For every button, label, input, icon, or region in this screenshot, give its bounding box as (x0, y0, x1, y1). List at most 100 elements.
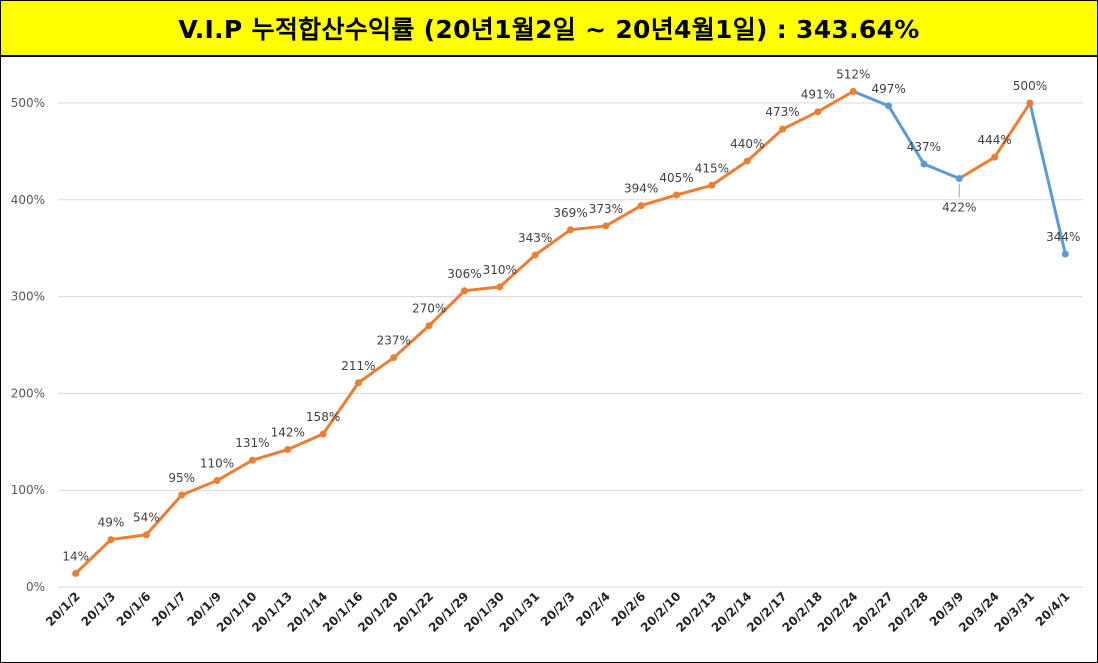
data-label: 95% (168, 471, 195, 485)
data-label: 344% (1046, 230, 1080, 244)
y-tick-label: 300% (11, 290, 45, 304)
title-banner: V.I.P 누적합산수익률 (20년1월2일 ~ 20년4월1일) : 343.… (1, 1, 1097, 57)
data-point (743, 157, 751, 165)
data-point (319, 430, 327, 438)
data-label: 437% (907, 140, 941, 154)
data-label: 131% (235, 436, 269, 450)
data-label: 343% (518, 231, 552, 245)
line-segment (321, 381, 360, 436)
data-point (779, 125, 787, 133)
line-segment (639, 193, 679, 208)
data-point (567, 226, 574, 234)
data-label: 473% (765, 105, 799, 119)
line-segment (356, 356, 396, 385)
line-segment (887, 104, 926, 166)
line-segment (781, 110, 820, 131)
data-label: 237% (377, 334, 411, 348)
data-point (531, 251, 539, 259)
data-label: 110% (200, 457, 234, 471)
line-segment (462, 285, 502, 293)
x-tick-label: 20/2/4 (573, 589, 613, 629)
y-axis-ticks: 0% 100% 200% 300% 400% 500% (11, 96, 45, 594)
line-segment (675, 183, 714, 197)
data-point (885, 102, 893, 110)
data-point (284, 446, 292, 454)
data-point (920, 160, 928, 168)
data-point (425, 322, 433, 330)
data-point (708, 181, 716, 189)
data-label: 142% (271, 426, 305, 440)
data-label: 405% (659, 171, 693, 185)
data-points (72, 87, 1069, 577)
y-tick-label: 500% (11, 96, 45, 110)
data-point (496, 283, 504, 291)
data-point (637, 202, 645, 210)
line-segment (710, 159, 749, 187)
line-segment (392, 324, 431, 360)
data-label: 415% (695, 161, 729, 175)
data-point (142, 531, 150, 539)
line-segment (427, 289, 466, 328)
data-labels: 14% 49% 54% 95% 110%131%142%158% 211%237% 270%… (62, 67, 1080, 563)
data-label: 440% (730, 137, 764, 151)
y-tick-label: 400% (11, 193, 45, 207)
line-segment (922, 162, 961, 181)
series-line (74, 89, 1067, 575)
data-label: 512% (836, 67, 870, 81)
data-label: 369% (553, 206, 587, 220)
line-segment (144, 493, 184, 537)
line-segment (533, 228, 572, 257)
data-point (814, 108, 822, 116)
line-segment (957, 155, 997, 181)
data-point (673, 191, 681, 199)
data-point (72, 569, 80, 577)
grid-lines (58, 102, 1083, 588)
data-point (354, 379, 362, 387)
x-tick-label: 20/2/3 (538, 589, 578, 629)
data-label: 49% (98, 516, 125, 530)
line-segment (74, 538, 113, 575)
data-point (849, 87, 857, 95)
line-segment (745, 127, 785, 163)
data-label: 306% (447, 267, 481, 281)
data-label: 373% (589, 202, 623, 216)
data-label: 394% (624, 182, 658, 196)
line-segment (215, 458, 254, 483)
line-segment (851, 89, 891, 108)
line-segment (109, 533, 148, 542)
x-tick-label: 20/1/6 (114, 589, 154, 629)
data-label: 310% (483, 263, 517, 277)
data-label: 500% (1013, 79, 1047, 93)
y-tick-label: 100% (11, 483, 45, 497)
x-tick-label: 20/1/3 (78, 589, 118, 629)
chart-title: V.I.P 누적합산수익률 (20년1월2일 ~ 20년4월1일) : 343.… (178, 15, 920, 44)
data-label: 54% (133, 511, 160, 525)
data-point (213, 477, 221, 485)
line-segment (1028, 101, 1067, 256)
data-point (460, 287, 468, 295)
data-point (1061, 250, 1069, 258)
data-point (1026, 99, 1034, 107)
x-axis-ticks: 20/1/220/1/320/1/620/1/720/1/920/1/1020/… (43, 589, 1072, 635)
data-point (991, 153, 999, 161)
y-tick-label: 200% (11, 386, 45, 400)
data-label: 497% (871, 82, 905, 96)
data-label: 491% (801, 88, 835, 102)
line-segment (250, 448, 290, 462)
line-segment (498, 253, 537, 289)
line-segment (286, 432, 325, 452)
data-label: 211% (341, 359, 375, 373)
x-tick-label: 20/4/1 (1033, 589, 1073, 629)
x-tick-label: 20/1/2 (43, 589, 83, 629)
x-tick-label: 20/1/7 (149, 589, 189, 629)
data-point (178, 491, 186, 499)
data-point (390, 354, 398, 362)
data-label: 422% (942, 201, 976, 215)
data-point (248, 456, 256, 464)
data-label: 444% (977, 133, 1011, 147)
data-point (602, 222, 610, 230)
line-segment (180, 479, 219, 497)
data-label: 158% (306, 410, 340, 424)
